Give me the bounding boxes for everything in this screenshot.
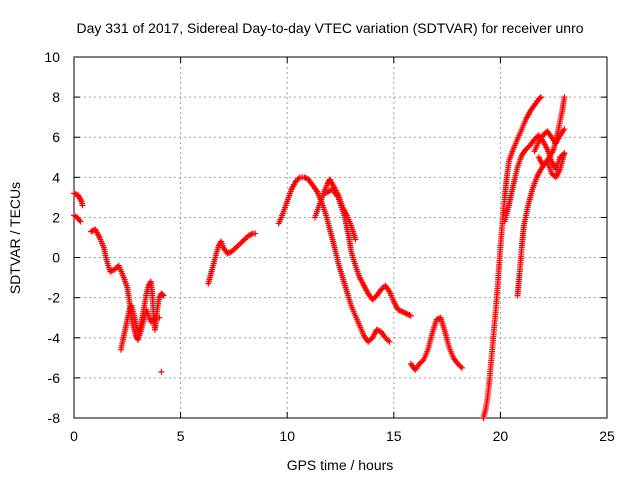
data-point — [302, 175, 309, 182]
y-tick-label: 0 — [52, 250, 60, 266]
series-arc-l — [531, 126, 568, 155]
y-tick-label: 6 — [52, 129, 60, 145]
chart-title: Day 331 of 2017, Sidereal Day-to-day VTE… — [76, 20, 583, 36]
axis-ticks: 0 5 10 15 20 25 -8 -6 -4 -2 0 2 4 6 8 10 — [44, 49, 615, 444]
data-point — [561, 94, 568, 101]
data-point — [561, 126, 568, 133]
y-tick-label: -6 — [48, 370, 61, 386]
series-arc-i — [480, 94, 544, 421]
series-arc-c — [117, 278, 167, 353]
data-point — [386, 338, 393, 345]
x-axis-label: GPS time / hours — [287, 457, 394, 473]
series-arc-a1 — [71, 190, 86, 209]
data-point — [407, 312, 414, 319]
x-tick-label: 15 — [386, 428, 402, 444]
data-point — [459, 364, 466, 371]
y-tick-label: 4 — [52, 169, 60, 185]
series-arc-h — [407, 314, 466, 373]
y-tick-label: -8 — [48, 410, 61, 426]
data-point — [76, 217, 83, 224]
data-point — [536, 95, 543, 102]
y-tick-label: 8 — [52, 89, 60, 105]
y-tick-label: -2 — [48, 290, 61, 306]
x-tick-label: 25 — [599, 428, 615, 444]
data-points — [71, 94, 568, 421]
y-tick-label: 10 — [44, 49, 60, 65]
series-arc-e — [275, 174, 393, 345]
data-point — [158, 368, 165, 375]
x-tick-label: 5 — [177, 428, 185, 444]
data-point — [159, 291, 166, 298]
data-point — [537, 94, 544, 101]
plot-frame — [73, 56, 608, 419]
x-tick-label: 20 — [493, 428, 509, 444]
data-point — [160, 292, 167, 299]
grid-lines — [74, 57, 607, 418]
series-arc-m — [535, 150, 568, 181]
data-point — [72, 191, 79, 198]
data-point — [561, 150, 568, 157]
series-arc-f — [311, 176, 359, 243]
data-point — [79, 202, 86, 209]
y-tick-label: -4 — [48, 330, 61, 346]
series-arc-a2 — [71, 212, 84, 225]
y-axis-label: SDTVAR / TECUs — [7, 182, 23, 294]
data-point — [77, 218, 84, 225]
series-outlier — [158, 368, 165, 375]
x-tick-label: 0 — [70, 428, 78, 444]
data-point — [136, 326, 143, 333]
y-tick-label: 2 — [52, 209, 60, 225]
data-point — [147, 279, 154, 286]
series-arc-j — [501, 132, 568, 225]
x-tick-label: 10 — [279, 428, 295, 444]
data-point — [252, 230, 259, 237]
series-arc-g — [322, 186, 414, 319]
data-point — [352, 236, 359, 243]
series-arc-d — [205, 230, 259, 287]
